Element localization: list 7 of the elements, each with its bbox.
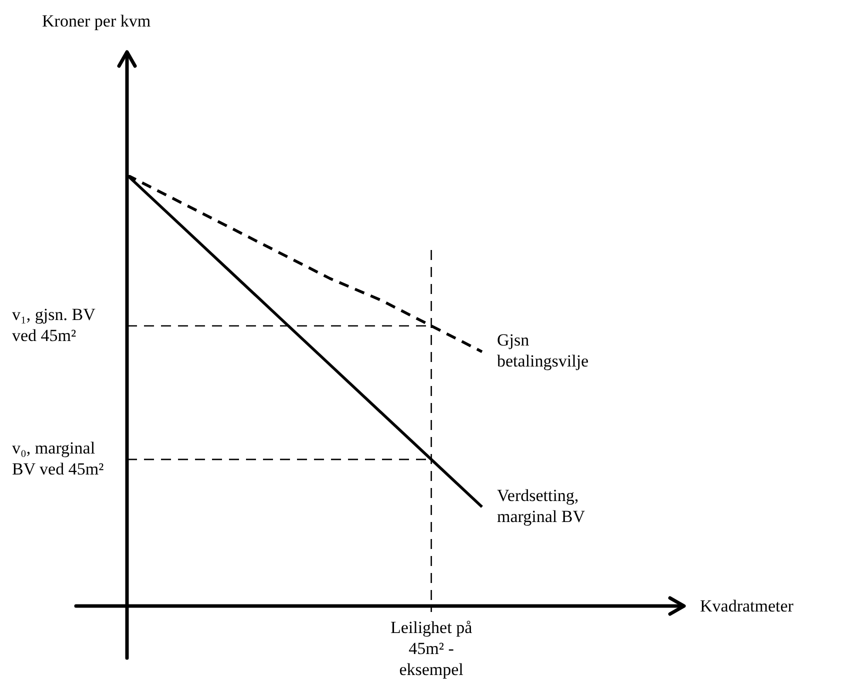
text: Kroner per kvm bbox=[42, 11, 151, 30]
series-label: Verdsetting, marginal BV bbox=[497, 486, 586, 526]
ref-line-label: v₀, marginal BV ved 45m² bbox=[12, 438, 104, 478]
text: Leilighet på 45m² - eksempel bbox=[390, 618, 473, 679]
text: Kvadratmeter bbox=[700, 596, 794, 616]
ref-line-label: v₁, gjsn. BV ved 45m² bbox=[12, 304, 96, 345]
series-label: Gjsn betalingsvilje bbox=[497, 330, 589, 371]
